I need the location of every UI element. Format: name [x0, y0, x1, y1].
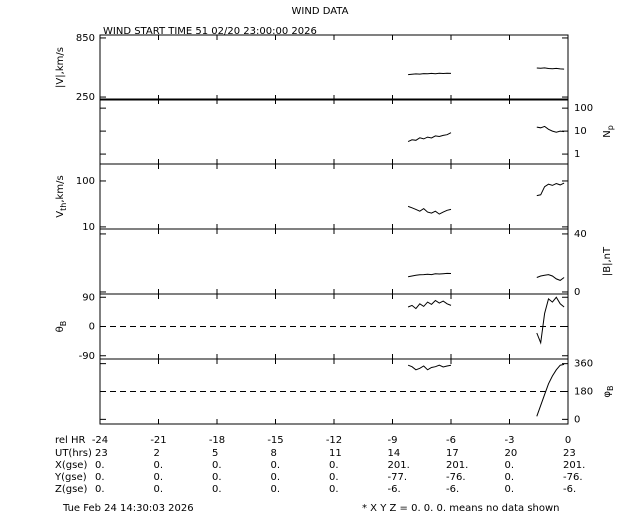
y-tick-label: 100 [574, 103, 593, 114]
y-label-sub: th [59, 203, 68, 211]
y-axis-label: φB [602, 385, 615, 397]
y-tick-label: 850 [76, 33, 95, 44]
y-label-text: N [602, 130, 613, 137]
table-cell: 8 [271, 448, 277, 459]
y-label-text: θ [55, 326, 66, 332]
y-tick-label: 10 [574, 126, 587, 137]
table-cell: 201. [446, 460, 468, 471]
panel-frame [99, 34, 569, 101]
table-cell: 0. [329, 484, 339, 495]
data-line [407, 296, 565, 345]
x-tick-label: 0 [565, 435, 571, 446]
y-label-sub: B [606, 385, 615, 391]
subtitle: WIND START TIME 51 02/20 23:00:00 2026 [103, 26, 317, 37]
data-line [407, 363, 565, 417]
table-cell: -6. [388, 484, 401, 495]
row-label: UT(hrs) [55, 448, 92, 459]
y-tick-label: 10 [82, 222, 95, 233]
y-label-sub: B [59, 321, 68, 327]
table-cell: -6. [563, 484, 576, 495]
table-cell: 14 [388, 448, 401, 459]
table-cell: 11 [329, 448, 342, 459]
table-cell: 201. [388, 460, 410, 471]
table-cell: 0. [329, 472, 339, 483]
table-cell: -6. [446, 484, 459, 495]
table-cell: 0. [271, 472, 281, 483]
table-cell: -76. [563, 472, 583, 483]
y-tick-label: 0 [574, 287, 580, 298]
y-tick-label: 40 [574, 229, 587, 240]
table-cell: -77. [388, 472, 408, 483]
row-label: X(gse) [55, 460, 87, 471]
y-label-text: V [55, 211, 66, 218]
x-tick-label: -24 [92, 435, 108, 446]
panel-frame [99, 98, 569, 165]
data-line [408, 272, 565, 281]
table-cell: 0. [154, 472, 164, 483]
table-cell: 0. [95, 472, 105, 483]
table-cell: 0. [95, 460, 105, 471]
table-cell: 0. [154, 460, 164, 471]
x-tick-label: -3 [505, 435, 515, 446]
y-tick-label: 360 [574, 359, 593, 370]
table-cell: -76. [446, 472, 466, 483]
table-cell: 0. [212, 460, 222, 471]
table-cell: 0. [505, 484, 515, 495]
panel-frame [99, 228, 569, 295]
table-cell: 201. [563, 460, 585, 471]
table-cell: 23 [95, 448, 108, 459]
y-tick-label: 1 [574, 149, 580, 160]
data-line [407, 182, 565, 215]
table-cell: 0. [154, 484, 164, 495]
row-label: rel HR [55, 435, 86, 446]
y-label-text: φ [602, 391, 613, 398]
y-tick-label: 90 [82, 292, 95, 303]
note: * X Y Z = 0. 0. 0. means no data shown [362, 503, 560, 512]
row-label: Z(gse) [55, 484, 87, 495]
y-label-sub: p [606, 125, 615, 130]
table-cell: 20 [505, 448, 518, 459]
table-cell: 0. [95, 484, 105, 495]
table-cell: 0. [505, 472, 515, 483]
y-tick-label: 250 [76, 92, 95, 103]
table-cell: 17 [446, 448, 459, 459]
y-axis-label: Np [602, 125, 615, 138]
data-line [408, 67, 565, 76]
title: WIND DATA [292, 6, 349, 17]
x-tick-label: -9 [388, 435, 398, 446]
y-axis-label: Vth,km/s [55, 175, 68, 217]
x-tick-label: -12 [326, 435, 342, 446]
table-cell: 0. [271, 460, 281, 471]
table-cell: 0. [329, 460, 339, 471]
panel-frame [99, 163, 569, 230]
y-tick-label: 0 [89, 322, 95, 333]
table-cell: 0. [505, 460, 515, 471]
y-tick-label: 0 [574, 414, 580, 425]
table-cell: 0. [271, 484, 281, 495]
x-tick-label: -18 [209, 435, 225, 446]
timestamp: Tue Feb 24 14:30:03 2026 [62, 503, 194, 512]
table-cell: 5 [212, 448, 218, 459]
row-label: Y(gse) [54, 472, 87, 483]
y-axis-label: θB [55, 321, 68, 333]
x-tick-label: -21 [150, 435, 166, 446]
table-cell: 23 [563, 448, 576, 459]
y-label-text: |V|,km/s [55, 47, 66, 88]
x-tick-label: -15 [267, 435, 283, 446]
y-axis-label: |V|,km/s [55, 47, 66, 88]
table-cell: 0. [212, 484, 222, 495]
data-line [407, 125, 565, 143]
y-label-text: |B|,nT [602, 246, 613, 276]
y-tick-label: 180 [574, 387, 593, 398]
y-tick-label: -90 [79, 351, 95, 362]
table-cell: 0. [212, 472, 222, 483]
x-tick-label: -6 [446, 435, 456, 446]
y-label-suffix: ,km/s [55, 175, 66, 202]
y-tick-label: 100 [76, 176, 95, 187]
table-cell: 2 [154, 448, 160, 459]
y-axis-label: |B|,nT [602, 246, 613, 276]
